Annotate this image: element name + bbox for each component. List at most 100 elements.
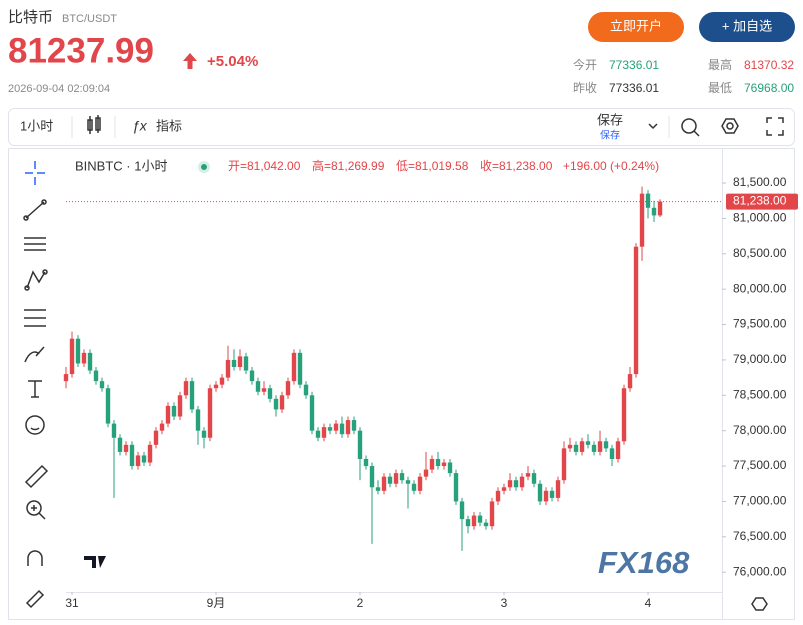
open-account-label: 立即开户	[610, 18, 662, 33]
candle-body	[645, 193, 651, 208]
candle-body	[651, 207, 657, 216]
candle-body	[297, 352, 303, 385]
candle-icon[interactable]	[87, 115, 101, 134]
indicators[interactable]: 指标	[156, 118, 182, 133]
candle-body	[207, 388, 213, 438]
stat-value: 77336.01	[609, 81, 659, 95]
y-tick-label: 81,000.00	[733, 211, 787, 225]
candle-body	[231, 359, 237, 367]
watchlist-button[interactable]	[699, 12, 795, 42]
candle-body	[171, 405, 177, 417]
candle-body	[159, 423, 165, 431]
candle-body	[537, 483, 543, 502]
watchlist-label: + 加自选	[722, 18, 772, 33]
candle-body	[363, 458, 369, 467]
candle-body	[405, 480, 411, 484]
candle-body	[165, 405, 171, 424]
candle-body	[459, 501, 465, 520]
candle-body	[81, 352, 87, 364]
candle-body	[441, 462, 447, 467]
candle-body	[543, 490, 549, 502]
stat-label: 最低	[708, 81, 732, 95]
chevron[interactable]	[648, 123, 658, 130]
symbol: BINBTC · 1小时	[75, 158, 167, 173]
interval[interactable]: 1小时	[20, 118, 53, 133]
fullscreen-icon[interactable]	[766, 117, 784, 136]
candle-body	[117, 437, 123, 452]
candle-body	[393, 473, 399, 484]
x-tick-label: 31	[65, 596, 79, 610]
candle-body	[609, 448, 615, 459]
candle-body	[465, 519, 471, 527]
candle-body	[129, 444, 135, 467]
candle-body	[519, 476, 525, 488]
candle-body	[657, 201, 663, 216]
candle-body	[435, 458, 441, 467]
candle-body	[507, 480, 513, 488]
candle-body	[189, 381, 195, 410]
alert-icon[interactable]	[681, 118, 700, 137]
candle-body	[105, 388, 111, 424]
candle-body	[399, 473, 405, 481]
x-tick-label: 3	[501, 596, 508, 610]
candle-body	[249, 370, 255, 382]
drawing-tools[interactable]	[23, 161, 49, 609]
candle-body	[87, 352, 93, 371]
x-tick-label: 9月	[207, 596, 226, 610]
up-arrow	[183, 53, 197, 69]
pair: BTC/USDT	[62, 13, 117, 25]
y-tick-label: 78,500.00	[733, 387, 787, 401]
candle-body	[321, 427, 327, 438]
candle-body	[381, 476, 387, 491]
y-tick-label: 81,500.00	[733, 175, 787, 189]
candle-body	[555, 480, 561, 498]
candle-body	[483, 522, 489, 527]
candle-body	[531, 473, 537, 484]
fx-icon[interactable]: ƒx	[132, 118, 148, 134]
candle-body	[219, 377, 225, 385]
candle-body	[339, 423, 345, 435]
candle-body	[603, 441, 609, 449]
y-tick-label: 77,500.00	[733, 458, 787, 472]
candle-body	[615, 441, 621, 459]
y-tick-label: 76,000.00	[733, 564, 787, 578]
candle-body	[291, 352, 297, 382]
save-sub: 保存	[600, 129, 620, 142]
y-tick-label: 80,500.00	[733, 246, 787, 260]
candle-body	[147, 444, 153, 463]
candle-body	[585, 441, 591, 445]
change: +5.04%	[207, 53, 258, 70]
candle-body	[303, 384, 309, 396]
axis-settings[interactable]	[751, 597, 768, 611]
save[interactable]: 保存	[597, 112, 623, 127]
candle-body	[237, 356, 243, 367]
status-dot	[201, 164, 207, 170]
legend-open: 开=81,042.00	[228, 159, 301, 173]
last-price-label: 81,238.00	[733, 194, 787, 208]
candle-body	[261, 388, 267, 392]
candle-body	[525, 473, 531, 477]
candle-body	[309, 395, 315, 431]
candle-body	[93, 370, 99, 382]
tv-logo	[84, 556, 106, 568]
y-tick-label: 77,000.00	[733, 494, 787, 508]
candle-body	[141, 455, 147, 463]
candle-body	[183, 381, 189, 396]
candle-body	[471, 515, 477, 527]
y-tick-label: 79,000.00	[733, 352, 787, 366]
candle-body	[549, 490, 555, 498]
candle-body	[255, 381, 261, 392]
candle-body	[411, 483, 417, 491]
candle-body	[591, 444, 597, 452]
candle-body	[213, 384, 219, 389]
candle-body	[639, 193, 645, 247]
watermark: FX168	[598, 545, 690, 580]
stat-label: 今开	[573, 57, 597, 72]
price: 81237.99	[8, 31, 154, 70]
candle-body	[513, 480, 519, 488]
open-account-button[interactable]	[588, 12, 684, 42]
candle-body	[153, 430, 159, 445]
x-tick-label: 2	[357, 596, 364, 610]
settings-icon[interactable]	[721, 118, 739, 134]
candle-body	[285, 381, 291, 396]
